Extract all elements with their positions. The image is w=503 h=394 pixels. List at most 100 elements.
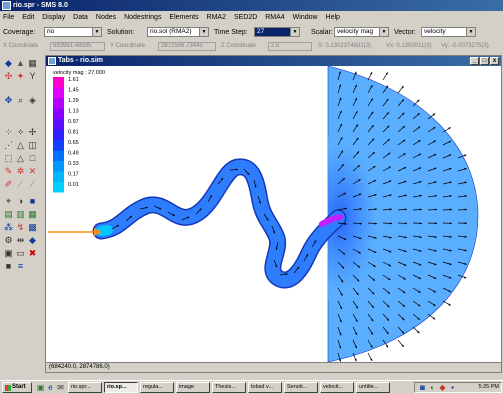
pencil-tool-icon[interactable]: ✐ <box>3 179 14 190</box>
create-nodes-icon[interactable]: ✧ <box>15 127 26 138</box>
mesh-module-icon[interactable]: ▦ <box>27 58 38 69</box>
vy-readout: Vy: -0.0073275(3) <box>441 42 489 51</box>
legend-label: 0.17 <box>68 172 79 178</box>
task-velocit[interactable]: velocit... <box>320 382 354 393</box>
grid-tool-icon[interactable]: □ <box>27 153 38 164</box>
ie-icon[interactable]: e <box>46 383 55 392</box>
split-tool-icon[interactable]: ⬚ <box>3 153 14 164</box>
document-title: Tabs - rio.sim <box>58 56 103 66</box>
element-tool-icon[interactable]: ✦ <box>15 71 26 82</box>
arrow-tool-icon[interactable]: Y <box>27 71 38 82</box>
menu-sed2d[interactable]: SED2D <box>231 12 260 24</box>
velocity-plot[interactable]: velocity mag : 27.000 1.611.451.291.130.… <box>46 66 501 362</box>
river-inlet <box>101 230 108 231</box>
mesh-icon[interactable]: ◆ <box>27 235 38 246</box>
tray-display-icon[interactable]: ▪ <box>448 383 457 392</box>
coverage-select[interactable]: rio▼ <box>44 27 102 37</box>
timestep-select[interactable]: 27▼ <box>254 27 300 37</box>
settings-icon[interactable]: ⚙ <box>3 235 14 246</box>
menu-window[interactable]: Window <box>290 12 321 24</box>
app-title: rio.spr - SMS 8.0 <box>13 1 68 10</box>
tray-volume-icon[interactable]: ◐ <box>428 383 437 392</box>
measure-icon[interactable]: ⇹ <box>15 235 26 246</box>
minimize-button[interactable]: _ <box>470 57 479 65</box>
chevron-down-icon: ▼ <box>466 28 475 36</box>
vertex-tool-icon[interactable]: ✲ <box>15 166 26 177</box>
nodestring-tool-icon[interactable]: ✎ <box>3 166 14 177</box>
task-tobsd[interactable]: tobsd v... <box>248 382 282 393</box>
print-icon[interactable]: ▣ <box>3 248 14 259</box>
scalar-select[interactable]: velocity mag▼ <box>334 27 389 37</box>
triangle-tool-icon[interactable]: △ <box>15 140 26 151</box>
coverage-value: rio <box>47 28 54 35</box>
boundary-icon[interactable]: ▩ <box>27 222 38 233</box>
tray-network-icon[interactable]: ◙ <box>418 383 427 392</box>
select-nodes-icon[interactable]: ⁘ <box>3 127 14 138</box>
tray-antivirus-icon[interactable]: ◆ <box>438 383 447 392</box>
menu-file[interactable]: File <box>0 12 17 24</box>
info-icon[interactable]: ■ <box>3 261 14 272</box>
toolbox-palette: ◆ ▲ ▦ ✣ ✦ Y ✥ ⌕ ◈ ⁘ ✧ ✢ ⋰ △ ◫ ⬚ △ □ ✎ ✲ … <box>0 55 42 380</box>
y-coord-field[interactable]: 2872506.73445 <box>158 42 216 51</box>
task-regula[interactable]: regula... <box>140 382 174 393</box>
task-untitle[interactable]: untitle... <box>356 382 390 393</box>
legend-swatch <box>53 130 64 141</box>
polyline-tool-icon[interactable]: ⁄ <box>27 179 38 190</box>
x-coord-field[interactable]: 683981.48935 <box>50 42 105 51</box>
close-button[interactable]: x <box>490 57 499 65</box>
task-senoti[interactable]: Senoti... <box>284 382 318 393</box>
particle-icon[interactable]: ⁂ <box>3 222 14 233</box>
app-icon <box>2 1 11 10</box>
menu-rma2[interactable]: RMA2 <box>204 12 229 24</box>
vectors-icon[interactable]: ■ <box>27 196 38 207</box>
menu-data[interactable]: Data <box>70 12 91 24</box>
chevron-down-icon: ▼ <box>290 28 299 36</box>
menu-help[interactable]: Help <box>323 12 343 24</box>
maximize-button[interactable]: □ <box>480 57 489 65</box>
task-rio-sp-active[interactable]: rio.sp... <box>104 382 138 393</box>
layers-icon[interactable]: ≡ <box>15 261 26 272</box>
legend-label: 0.65 <box>68 140 79 146</box>
module-icon[interactable]: ▲ <box>15 58 26 69</box>
start-button[interactable]: Start <box>2 382 32 393</box>
menu-elements[interactable]: Elements <box>166 12 201 24</box>
scalar-readout: S: 0.1302374631(3) <box>318 42 371 51</box>
legend-swatch <box>53 119 64 130</box>
merge-tool-icon[interactable]: △ <box>15 153 26 164</box>
flow-icon[interactable]: ↯ <box>15 222 26 233</box>
z-coord-field[interactable]: 2.5 <box>268 42 312 51</box>
menu-edit[interactable]: Edit <box>19 12 37 24</box>
line-tool-icon[interactable]: ⁄ <box>15 179 26 190</box>
menu-nodes[interactable]: Nodes <box>93 12 119 24</box>
zoom-tool-icon[interactable]: ⌕ <box>15 95 26 106</box>
node-tool-icon[interactable]: ✣ <box>3 71 14 82</box>
save-icon[interactable]: ▭ <box>15 248 26 259</box>
desktop-icon[interactable]: ▣ <box>36 383 45 392</box>
task-image[interactable]: image <box>176 382 210 393</box>
menu-nodestrings[interactable]: Nodestrings <box>121 12 164 24</box>
task-rio-spr[interactable]: rio.spr... <box>68 382 102 393</box>
map-icon[interactable]: ▤ <box>3 209 14 220</box>
move-nodes-icon[interactable]: ✢ <box>27 127 38 138</box>
contour-icon[interactable]: ◑ <box>15 196 26 207</box>
legend-swatch <box>53 77 64 88</box>
quad-tool-icon[interactable]: ◫ <box>27 140 38 151</box>
menu-display[interactable]: Display <box>39 12 68 24</box>
legend-label: 0.33 <box>68 161 79 167</box>
rotate-tool-icon[interactable]: ◈ <box>27 95 38 106</box>
mail-icon[interactable]: ✉ <box>56 383 65 392</box>
scatter-icon[interactable]: ▥ <box>15 209 26 220</box>
vector-select[interactable]: velocity▼ <box>421 27 476 37</box>
legend-swatch <box>53 88 64 99</box>
gis-icon[interactable]: ▦ <box>27 209 38 220</box>
pan-tool-icon[interactable]: ✥ <box>3 95 14 106</box>
menu-rma4[interactable]: RMA4 <box>262 12 287 24</box>
arc-tool-icon[interactable]: ✕ <box>27 166 38 177</box>
task-thesis[interactable]: Thesis... <box>212 382 246 393</box>
delete-icon[interactable]: ✖ <box>27 248 38 259</box>
select-elements-icon[interactable]: ⋰ <box>3 140 14 151</box>
solution-select[interactable]: rio.sol (RMA2)▼ <box>147 27 209 37</box>
frame-icon[interactable]: ⌖ <box>3 196 14 207</box>
display-mode-icon[interactable]: ◆ <box>3 58 14 69</box>
